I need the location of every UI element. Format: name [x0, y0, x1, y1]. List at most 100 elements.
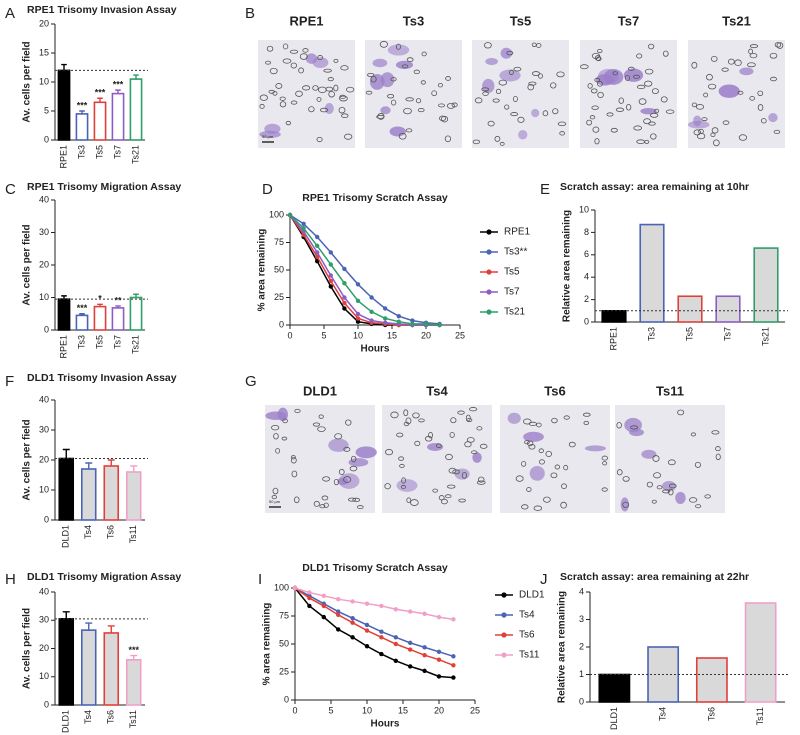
pore	[648, 43, 655, 50]
y-tick-label: 75	[279, 610, 289, 620]
cell-stain	[531, 108, 540, 118]
pore	[633, 125, 642, 131]
pore	[390, 411, 399, 419]
data-point	[408, 640, 413, 646]
pore	[568, 441, 576, 448]
pore	[538, 73, 543, 79]
pore	[457, 410, 465, 415]
cell-stain	[529, 465, 545, 481]
pore	[356, 505, 364, 510]
data-point	[328, 250, 333, 255]
bar	[753, 247, 779, 323]
data-point	[328, 278, 333, 284]
pore	[646, 481, 653, 488]
pore	[334, 433, 343, 440]
data-point	[287, 212, 293, 218]
pore	[610, 127, 618, 133]
data-point	[350, 635, 355, 640]
pore	[377, 113, 385, 120]
cell-stain	[472, 452, 482, 463]
chart-panel: E Scratch assay: area remaining at 10hr Re…	[540, 181, 788, 351]
bar	[744, 602, 777, 703]
x-tick-label: Ts21	[760, 327, 770, 346]
data-point	[364, 628, 370, 633]
pore	[737, 90, 744, 95]
y-tick-label: 15	[39, 47, 49, 57]
legend-label: Ts4	[519, 610, 535, 621]
pore	[367, 72, 375, 77]
cell-stain	[620, 497, 630, 512]
x-tick-label: 20	[434, 705, 444, 715]
x-tick-label: Ts5	[94, 145, 104, 159]
data-point	[437, 322, 442, 328]
pore	[477, 476, 485, 483]
pore	[281, 436, 288, 441]
pore	[712, 139, 720, 147]
y-tick-label: 10	[39, 484, 49, 494]
pore	[290, 457, 297, 464]
y-tick-label: 3	[579, 614, 584, 624]
y-tick-label: 0	[44, 699, 49, 709]
pore	[474, 97, 483, 104]
pore	[749, 53, 758, 59]
error-bar	[97, 97, 103, 103]
x-tick-label: Ts5	[684, 327, 694, 341]
chart-title: Scratch assay: area remaining at 10hr	[560, 181, 749, 193]
pore	[400, 485, 406, 489]
data-point	[350, 616, 355, 621]
significance-label: ***	[113, 79, 124, 89]
pore	[440, 115, 449, 123]
pore	[403, 409, 409, 417]
bar	[601, 309, 627, 323]
y-axis-label: Av. cells per field	[22, 224, 33, 305]
pore	[346, 86, 355, 93]
data-point	[422, 611, 427, 616]
y-tick-label: 30	[39, 227, 49, 237]
pore	[556, 71, 565, 78]
y-axis-label: Relative area remaining	[562, 210, 573, 322]
chart-panel: J Scratch assay: area remaining at 22hr Re…	[540, 571, 788, 730]
pore	[615, 107, 625, 112]
pore	[543, 496, 551, 503]
cell-stain	[518, 130, 528, 140]
pore	[721, 67, 729, 72]
data-point	[301, 221, 306, 226]
pore	[660, 96, 668, 103]
data-point	[408, 664, 413, 669]
data-point	[383, 320, 388, 325]
data-point	[383, 306, 388, 311]
pore	[757, 90, 764, 97]
data-point	[379, 603, 384, 609]
significance-label: ***	[128, 645, 139, 655]
pore	[654, 108, 660, 114]
y-axis-label: Av. cells per field	[22, 419, 33, 500]
pore	[421, 51, 427, 57]
micrograph-panel: G DLD1 50 µm Ts4 Ts6 Ts11	[245, 373, 725, 513]
pore	[333, 478, 340, 486]
cell-stain	[595, 73, 614, 86]
micrograph-panel: B RPE1 50 µm Ts3 Ts5 Ts7 Ts21	[245, 5, 785, 148]
x-axis-label: Hours	[371, 719, 400, 730]
pore	[589, 115, 596, 120]
pore	[275, 83, 283, 89]
cell-stain	[693, 115, 702, 127]
x-tick-label: Ts6	[106, 710, 116, 724]
x-tick-label: 0	[287, 330, 292, 340]
pore	[748, 48, 754, 55]
pore	[285, 120, 292, 126]
pore	[651, 499, 657, 504]
pore	[413, 69, 420, 75]
pore	[348, 497, 357, 502]
bar	[80, 468, 97, 521]
error-bar	[62, 611, 70, 619]
pore	[696, 132, 706, 140]
y-tick-label: 50	[279, 638, 289, 648]
pore	[487, 120, 495, 127]
pore	[279, 101, 287, 108]
data-point	[342, 306, 347, 311]
pore	[665, 109, 675, 114]
pore	[587, 83, 593, 89]
data-point	[422, 645, 427, 650]
y-tick-label: 20	[39, 18, 49, 28]
